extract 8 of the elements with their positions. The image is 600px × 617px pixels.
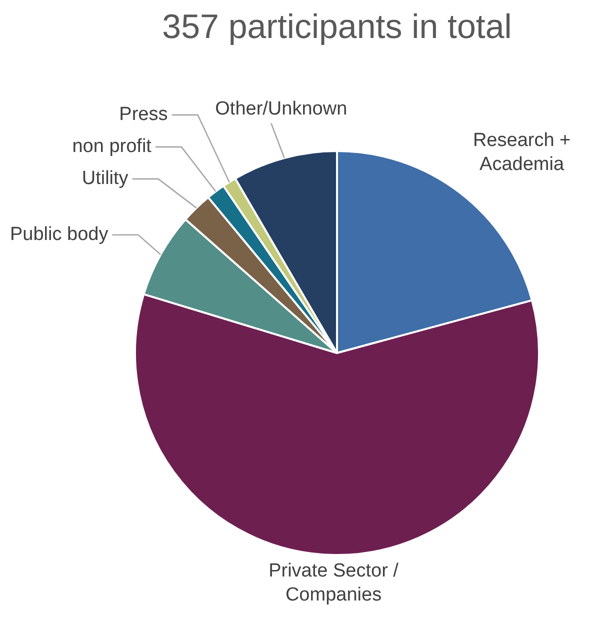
slice-label: Private Sector / Companies (268, 560, 400, 606)
slice-label: Press (119, 104, 168, 126)
slice-label: non profit (72, 136, 152, 158)
chart-title: 357 participants in total (161, 8, 513, 47)
slice-label: Public body (10, 224, 109, 246)
slice-label: Other/Unknown (215, 98, 348, 120)
slice-label: Utility (82, 168, 129, 190)
slice-label: Research + Academia (472, 130, 571, 175)
